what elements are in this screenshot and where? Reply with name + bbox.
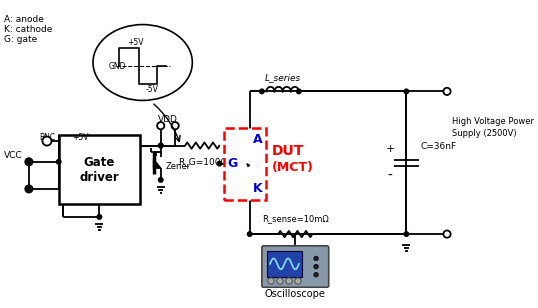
Text: G: G [228, 157, 238, 170]
Circle shape [159, 178, 163, 182]
Text: A: anode: A: anode [4, 15, 44, 24]
Ellipse shape [93, 25, 193, 100]
Circle shape [159, 143, 163, 148]
Circle shape [443, 230, 451, 238]
Text: -5V: -5V [145, 85, 158, 94]
Circle shape [217, 161, 222, 166]
Text: VDD: VDD [158, 115, 178, 124]
Text: +5V: +5V [127, 38, 144, 47]
Circle shape [172, 122, 179, 129]
Text: High Voltage Power
Supply (2500V): High Voltage Power Supply (2500V) [452, 117, 534, 138]
Text: (MCT): (MCT) [272, 161, 314, 174]
Circle shape [314, 256, 318, 261]
Text: Gate
driver: Gate driver [80, 156, 119, 184]
Text: K: K [253, 181, 263, 195]
Circle shape [277, 278, 283, 284]
Circle shape [43, 136, 52, 146]
Circle shape [159, 143, 163, 148]
Bar [224, 128, 266, 200]
Circle shape [97, 215, 102, 219]
Bar [59, 135, 140, 204]
Circle shape [260, 89, 264, 94]
Circle shape [56, 160, 61, 164]
Text: R_sense=10mΩ: R_sense=10mΩ [262, 214, 329, 223]
Circle shape [27, 160, 31, 164]
Text: G: gate: G: gate [4, 34, 37, 43]
Circle shape [247, 232, 252, 236]
Text: Oscilloscope: Oscilloscope [265, 289, 325, 299]
Circle shape [314, 264, 318, 269]
FancyBboxPatch shape [262, 246, 329, 287]
Circle shape [296, 89, 301, 94]
Text: L_series: L_series [265, 73, 301, 82]
Circle shape [314, 273, 318, 277]
Circle shape [25, 185, 32, 192]
Text: +: + [385, 144, 395, 154]
Text: +5V: +5V [72, 133, 89, 142]
Polygon shape [247, 164, 250, 166]
Text: -: - [388, 169, 393, 183]
Text: Zener: Zener [165, 162, 190, 171]
Text: VCC: VCC [4, 151, 23, 160]
Text: GND: GND [108, 62, 126, 71]
Circle shape [286, 278, 292, 284]
Polygon shape [153, 159, 161, 168]
Circle shape [27, 187, 31, 191]
Circle shape [404, 232, 409, 236]
Text: DUT: DUT [272, 144, 304, 158]
Text: A: A [253, 133, 263, 146]
Text: C=36nF: C=36nF [421, 142, 457, 151]
Text: R_G=100Ω: R_G=100Ω [178, 157, 227, 166]
Circle shape [443, 88, 451, 95]
Circle shape [268, 278, 274, 284]
Bar [267, 251, 302, 277]
Text: K: cathode: K: cathode [4, 25, 52, 34]
Text: BNC: BNC [39, 133, 55, 142]
Circle shape [404, 89, 409, 94]
Circle shape [295, 278, 301, 284]
Circle shape [157, 122, 164, 129]
Circle shape [25, 158, 32, 165]
